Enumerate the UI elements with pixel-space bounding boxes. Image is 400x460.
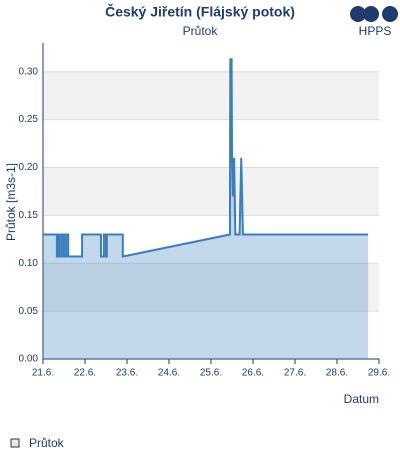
line [43,58,369,258]
y-tick-label: 0.20 [19,162,39,173]
x-axis-label: Datum [344,392,379,406]
y-tick-label: 0.00 [19,354,39,365]
logo-text: HPPS [359,24,392,38]
chart-title: Český Jiřetín (Flájský potok) [105,3,295,20]
plot-band [43,71,379,120]
x-tick-label: 24.6. [158,368,180,379]
y-tick-label: 0.15 [19,210,39,221]
logo-dot [363,6,379,22]
y-axis-label: Průtok [m3s-1] [4,163,18,241]
y-tick-label: 0.30 [19,66,39,77]
plot-band [43,263,379,312]
x-tick-label: 29.6. [368,368,390,379]
x-tick-label: 23.6. [116,368,138,379]
legend-marker [10,438,20,448]
logo-dot [382,6,398,22]
x-tick-label: 22.6. [74,368,96,379]
x-tick-label: 21.6. [32,368,54,379]
x-tick-label: 26.6. [242,368,264,379]
y-tick-label: 0.10 [19,258,39,269]
logo-dot [350,6,366,22]
x-tick-label: 25.6. [200,368,222,379]
plot-band [43,167,379,216]
x-tick-label: 28.6. [326,368,348,379]
area [43,59,369,360]
legend-label: Průtok [29,436,65,450]
y-tick-label: 0.25 [19,114,39,125]
chart-subtitle: Průtok [183,24,219,38]
y-tick-label: 0.05 [19,306,39,317]
x-tick-label: 27.6. [284,368,306,379]
logo: HPPS [350,6,398,38]
